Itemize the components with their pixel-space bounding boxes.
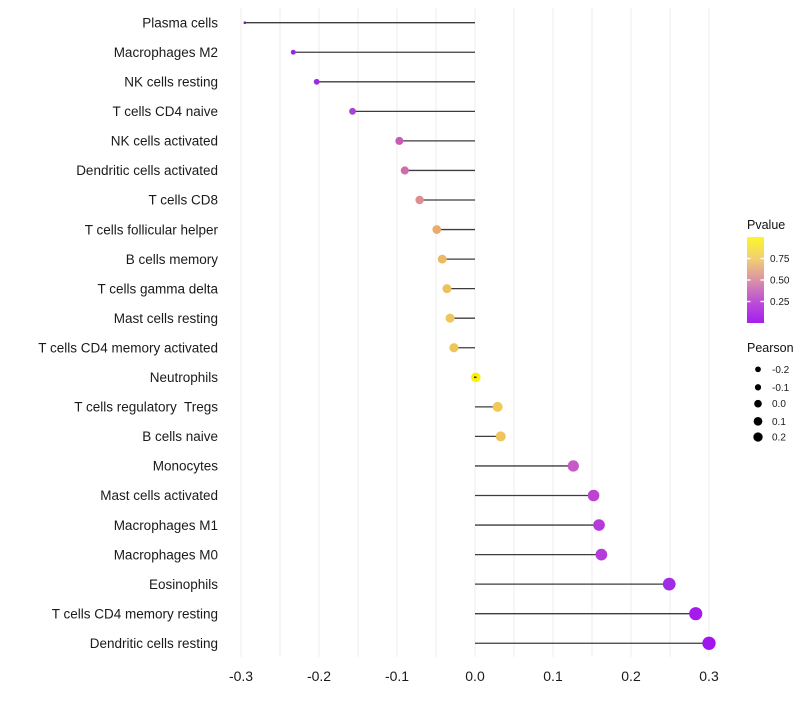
- lollipop-dot: [689, 607, 703, 621]
- lollipop-dot: [662, 577, 676, 591]
- y-axis-category-label: T cells CD8: [148, 193, 218, 208]
- pearson-legend-dot: [753, 416, 763, 426]
- y-axis-category-label: Neutrophils: [150, 370, 219, 385]
- pearson-legend-dot: [754, 384, 762, 391]
- y-axis-category-label: Eosinophils: [149, 577, 218, 592]
- y-axis-category-label: T cells CD4 memory activated: [38, 340, 218, 355]
- y-axis-category-label: Dendritic cells activated: [76, 163, 218, 178]
- x-axis-tick-label: -0.3: [229, 668, 253, 684]
- lollipop-dot: [593, 519, 605, 531]
- x-axis-tick-label: -0.2: [307, 668, 331, 684]
- y-axis-category-label: T cells CD4 memory resting: [52, 606, 218, 621]
- y-axis-category-label: NK cells activated: [111, 134, 218, 149]
- pearson-legend-dot: [754, 399, 762, 408]
- pearson-legend-label: 0.0: [772, 399, 786, 410]
- pvalue-colorbar: [747, 237, 764, 323]
- lollipop-dot: [702, 636, 716, 650]
- lollipop-dot: [595, 548, 608, 561]
- pearson-legend-dot: [753, 432, 763, 442]
- lollipop-dot: [587, 489, 600, 502]
- pearson-legend-title: Pearson: [747, 341, 794, 355]
- x-axis-tick-label: 0.1: [543, 668, 563, 684]
- pvalue-legend-title: Pvalue: [747, 218, 785, 232]
- y-axis-category-label: NK cells resting: [124, 75, 218, 90]
- lollipop-dot: [495, 431, 506, 442]
- x-axis-tick-label: 0.2: [621, 668, 641, 684]
- lollipop-dot: [432, 225, 442, 234]
- lollipop-dot: [445, 313, 455, 323]
- lollipop-dot: [395, 136, 404, 145]
- y-axis-category-label: B cells memory: [126, 252, 219, 267]
- lollipop-dot: [449, 343, 459, 353]
- lollipop-dot: [492, 401, 503, 412]
- y-axis-category-label: Mast cells activated: [100, 488, 218, 503]
- lollipop-dot: [313, 78, 320, 85]
- y-axis-category-label: B cells naive: [142, 429, 218, 444]
- lollipop-dot: [349, 107, 356, 115]
- pearson-legend-label: 0.1: [772, 417, 786, 428]
- lollipop-dot: [290, 49, 296, 55]
- colorbar-tick-label: 0.25: [770, 297, 790, 308]
- x-axis-tick-label: 0.0: [465, 668, 485, 684]
- y-axis-category-label: Dendritic cells resting: [90, 636, 218, 651]
- x-axis-tick-label: -0.1: [385, 668, 409, 684]
- y-axis-category-label: T cells gamma delta: [97, 281, 218, 296]
- lollipop-dot: [415, 195, 424, 205]
- pearson-legend-label: -0.2: [772, 365, 790, 376]
- y-axis-category-label: Plasma cells: [142, 15, 218, 30]
- pearson-legend-label: 0.2: [772, 433, 786, 444]
- y-axis-category-label: Macrophages M2: [114, 45, 218, 60]
- lollipop-dot: [400, 166, 409, 175]
- y-axis-category-label: Monocytes: [153, 459, 219, 474]
- y-axis-category-label: T cells regulatory Tregs: [74, 400, 218, 415]
- pearson-legend-dot: [755, 366, 761, 373]
- y-axis-category-label: Macrophages M1: [114, 518, 218, 533]
- y-axis-category-label: Macrophages M0: [114, 547, 218, 562]
- y-axis-category-label: T cells follicular helper: [85, 222, 219, 237]
- y-axis-category-label: Mast cells resting: [114, 311, 218, 326]
- colorbar-tick-label: 0.75: [770, 254, 790, 265]
- lollipop-dot: [437, 254, 447, 264]
- pearson-legend-label: -0.1: [772, 383, 790, 394]
- lollipop-dot: [567, 460, 579, 472]
- colorbar-tick-label: 0.50: [770, 276, 790, 287]
- y-axis-category-label: T cells CD4 naive: [112, 104, 218, 119]
- lollipop-dot: [243, 21, 247, 25]
- x-axis-tick-label: 0.3: [699, 668, 719, 684]
- lollipop-dot: [442, 284, 452, 294]
